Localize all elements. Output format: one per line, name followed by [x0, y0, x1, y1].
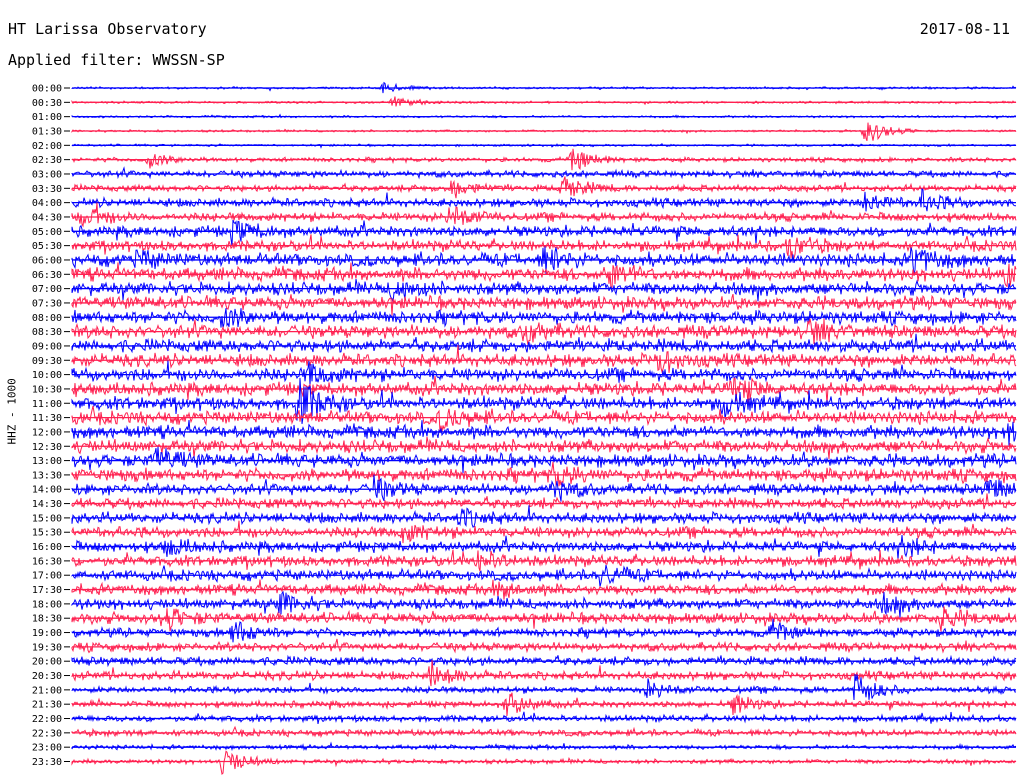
time-tick-label: 06:30 [32, 270, 62, 281]
time-tick-label: 03:00 [32, 169, 62, 180]
time-tick-label: 13:00 [32, 456, 62, 467]
time-tick-label: 21:30 [32, 700, 62, 711]
seismic-trace [71, 234, 1017, 261]
time-tick-label: 02:30 [32, 155, 62, 166]
time-tick-label: 17:30 [32, 585, 62, 596]
seismic-trace [71, 750, 1017, 775]
seismic-trace [71, 436, 1017, 460]
seismic-trace [71, 579, 1017, 600]
seismic-trace [71, 293, 1017, 316]
seismic-trace [71, 176, 1017, 199]
seismic-trace [71, 654, 1017, 668]
seismic-trace [71, 549, 1017, 572]
time-tick-label: 12:30 [32, 442, 62, 453]
seismic-trace [71, 219, 1017, 247]
seismic-trace [71, 638, 1017, 654]
seismic-trace [71, 461, 1017, 487]
time-tick-label: 13:30 [32, 470, 62, 481]
seismic-trace [71, 360, 1017, 386]
seismic-trace [71, 246, 1017, 276]
time-tick-label: 09:30 [32, 356, 62, 367]
time-tick-label: 20:30 [32, 671, 62, 682]
time-tick-label: 19:00 [32, 628, 62, 639]
time-tick-label: 22:30 [32, 728, 62, 739]
time-tick-label: 16:00 [32, 542, 62, 553]
time-tick-label: 04:30 [32, 212, 62, 223]
seismic-trace [71, 333, 1017, 354]
time-tick-label: 01:30 [32, 126, 62, 137]
time-tick-label: 00:30 [32, 98, 62, 109]
seismic-trace [71, 262, 1017, 290]
seismic-trace [71, 741, 1017, 752]
time-tick-label: 06:00 [32, 255, 62, 266]
time-tick-label: 12:00 [32, 427, 62, 438]
time-tick-label: 03:30 [32, 184, 62, 195]
time-tick-label: 15:00 [32, 513, 62, 524]
time-tick-label: 08:00 [32, 313, 62, 324]
seismic-trace [71, 725, 1017, 739]
seismic-trace [71, 534, 1017, 560]
seismic-trace [71, 166, 1017, 180]
time-tick-label: 11:30 [32, 413, 62, 424]
time-tick-label: 05:30 [32, 241, 62, 252]
seismic-trace [71, 202, 1017, 228]
time-tick-label: 07:30 [32, 298, 62, 309]
time-tick-label: 15:30 [32, 528, 62, 539]
time-tick-label: 00:00 [32, 84, 62, 95]
time-tick-label: 20:00 [32, 657, 62, 668]
time-tick-label: 14:00 [32, 485, 62, 496]
time-tick-label: 21:00 [32, 685, 62, 696]
time-tick-label: 18:30 [32, 614, 62, 625]
seismic-trace [71, 308, 1017, 329]
seismic-trace [71, 493, 1017, 511]
time-tick-label: 18:00 [32, 599, 62, 610]
time-tick-label: 23:30 [32, 757, 62, 768]
seismic-trace [71, 606, 1017, 632]
seismic-trace [71, 122, 1017, 141]
time-tick-label: 14:30 [32, 499, 62, 510]
filter-label: Applied filter: WWSSN-SP [8, 51, 225, 69]
seismic-trace [71, 188, 1016, 212]
seismic-trace [71, 711, 1017, 724]
seismic-trace [71, 345, 1017, 374]
time-tick-label: 16:30 [32, 556, 62, 567]
chart-title: HT Larissa Observatory [8, 20, 207, 38]
date-label: 2017-08-11 [919, 20, 1010, 38]
time-tick-label: 22:00 [32, 714, 62, 725]
time-tick-label: 10:00 [32, 370, 62, 381]
seismic-trace [71, 618, 1017, 643]
seismic-trace [71, 505, 1017, 528]
time-tick-label: 01:00 [32, 112, 62, 123]
time-tick-label: 17:00 [32, 571, 62, 582]
seismic-trace [71, 96, 1017, 107]
seismic-trace [71, 660, 1017, 687]
seismic-trace [71, 279, 1017, 303]
seismic-trace [71, 375, 1017, 406]
time-tick-label: 19:30 [32, 642, 62, 653]
time-tick-label: 23:00 [32, 743, 62, 754]
time-tick-label: 04:00 [32, 198, 62, 209]
time-tick-label: 10:30 [32, 384, 62, 395]
time-tick-label: 08:30 [32, 327, 62, 338]
time-tick-label: 02:00 [32, 141, 62, 152]
seismic-trace [71, 419, 1017, 446]
time-tick-label: 11:00 [32, 399, 62, 410]
time-tick-label: 05:00 [32, 227, 62, 238]
time-tick-label: 09:00 [32, 341, 62, 352]
time-tick-label: 07:00 [32, 284, 62, 295]
seismic-trace [71, 377, 1017, 424]
